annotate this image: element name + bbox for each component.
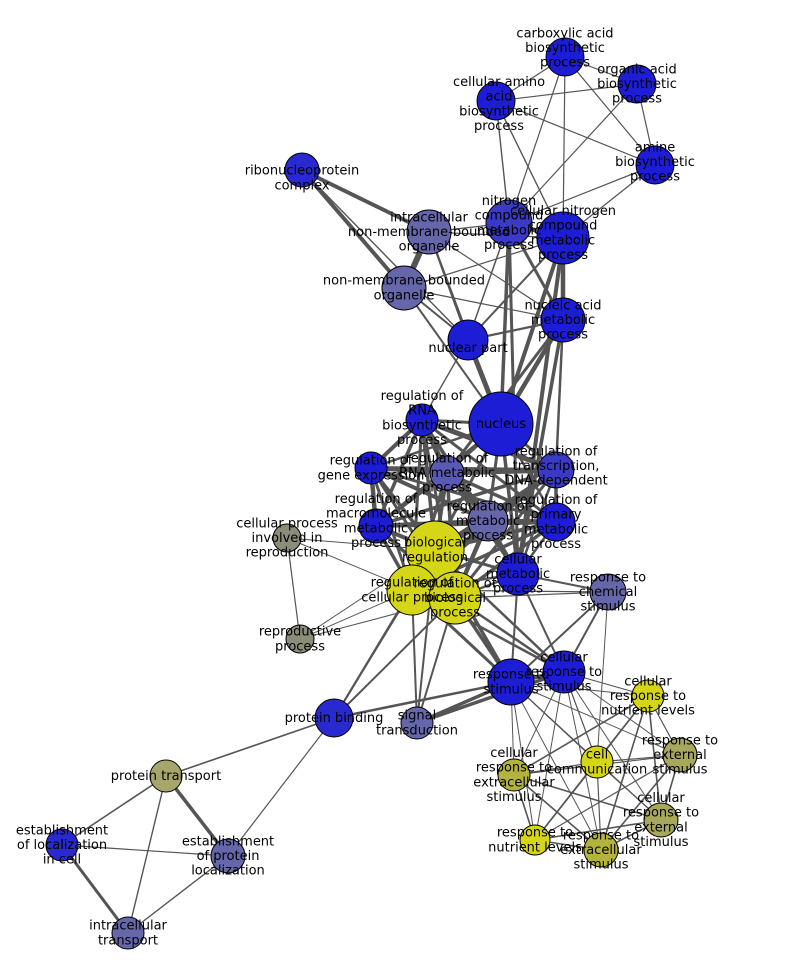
graph-edge [508,83,638,224]
graph-edge [369,466,558,524]
graph-edge [499,221,511,426]
graph-edge [286,537,301,640]
graph-edge [534,754,681,841]
graph-node-response-to-extracellular-stimulus[interactable] [583,832,619,868]
graph-edge [300,168,431,234]
graph-edge [300,168,406,290]
graph-edge [513,695,649,776]
graph-node-nucleic-acid-metabolic-process[interactable] [540,297,586,343]
graph-edge [510,681,681,756]
graph-edge [499,236,565,426]
graph-node-regulation-of-transcription-dna-dependent[interactable] [537,451,575,489]
graph-edge [495,100,656,166]
graph-node-protein-binding[interactable] [314,698,354,738]
graph-edge [61,844,229,857]
graph-edge [428,231,564,321]
graph-edge [415,670,566,725]
graph-node-cellular-response-to-external-stimulus[interactable] [643,802,679,838]
graph-node-cellular-response-to-stimulus[interactable] [542,650,586,694]
graph-edge [510,681,602,851]
graph-edge [332,680,513,720]
graph-edge [495,83,638,102]
graph-node-regulation-of-rna-biosynthetic-process[interactable] [405,403,439,437]
graph-node-regulation-of-biological-process[interactable] [428,571,482,625]
graph-edge [564,56,656,166]
graph-node-cellular-nitrogen-compound-metabolic-process[interactable] [536,211,590,265]
graph-edge [127,855,229,934]
graph-node-establishment-of-localization-in-cell[interactable] [45,828,79,862]
graph-node-cellular-amino-acid-biosynthetic-process[interactable] [476,81,516,121]
graph-node-cellular-response-to-nutrient-levels[interactable] [631,679,665,713]
graph-edge [301,169,469,341]
graph-edge [510,681,536,841]
graph-edge [563,671,681,756]
graph-edge [513,774,662,821]
graph-node-response-to-external-stimulus[interactable] [662,737,698,773]
graph-edge [534,819,662,841]
graph-node-response-to-nutrient-levels[interactable] [519,824,551,856]
graph-node-cellular-metabolic-process[interactable] [496,552,540,596]
graph-node-intracellular-non-membrane-bounded-organelle[interactable] [406,209,452,255]
graph-node-regulation-of-macromolecule-metabolic-process[interactable] [358,508,394,544]
graph-edge [600,695,649,851]
graph-node-protein-transport[interactable] [149,759,183,793]
graph-edge [445,471,558,524]
graph-node-regulation-of-gene-expression[interactable] [354,451,388,485]
graph-edge [562,56,566,239]
graph-edge [374,468,558,528]
graph-edge [227,717,335,857]
graph-node-regulation-of-rna-metabolic-process[interactable] [429,455,465,491]
graph-edge [374,520,558,528]
graph-edge [516,318,565,576]
graph-edge [596,591,609,763]
graph-node-regulation-of-metabolic-process[interactable] [467,500,509,542]
graph-edge [508,164,656,224]
graph-edge [600,754,681,851]
graph-edge [127,775,167,934]
graph-node-amine-biosynthetic-process[interactable] [635,145,675,185]
graph-node-reproductive-process[interactable] [285,624,315,654]
graph-edge [369,466,490,523]
graph-node-non-membrane-bounded-organelle[interactable] [381,265,427,311]
graph-edge [60,843,130,935]
graph-edge [563,671,662,821]
graph-node-regulation-of-primary-metabolic-process[interactable] [536,502,576,542]
graph-node-carboxylic-acid-biosynthetic-process[interactable] [545,37,585,77]
edges-layer [60,56,681,935]
graph-node-response-to-stimulus[interactable] [487,658,535,706]
graph-node-nitrogen-compound-metabolic-process[interactable] [485,199,533,247]
graph-edge [403,237,564,289]
graph-node-ribonucleoprotein-complex[interactable] [284,152,320,188]
graph-edge [333,597,456,719]
graph-edge [508,56,566,224]
graph-node-cellular-process-involved-in-reproduction[interactable] [272,523,302,553]
graph-edge [534,671,565,841]
graph-edge [403,287,564,321]
graph-edge [61,775,167,846]
graph-edge [513,774,602,851]
graph-node-organic-acid-biosynthetic-process[interactable] [617,64,657,104]
graph-edge [516,236,565,576]
graph-node-cell-communication[interactable] [580,745,614,779]
graph-node-signal-transduction[interactable] [400,706,434,740]
graph-edge [534,761,598,841]
graph-node-intracellular-transport[interactable] [111,916,145,950]
graph-node-response-to-chemical-stimulus[interactable] [589,573,627,611]
graph-edge [554,318,565,472]
graph-node-nucleus[interactable] [468,391,534,457]
graph-node-nuclear-part[interactable] [447,319,489,361]
graph-node-cellular-response-to-extracellular-stimulus[interactable] [497,758,531,792]
graph-node-establishment-of-protein-localization[interactable] [210,838,246,874]
nodes-layer[interactable] [45,37,698,950]
graph-edge [165,717,335,777]
graph-node-regulation-of-cellular-process[interactable] [386,564,438,616]
